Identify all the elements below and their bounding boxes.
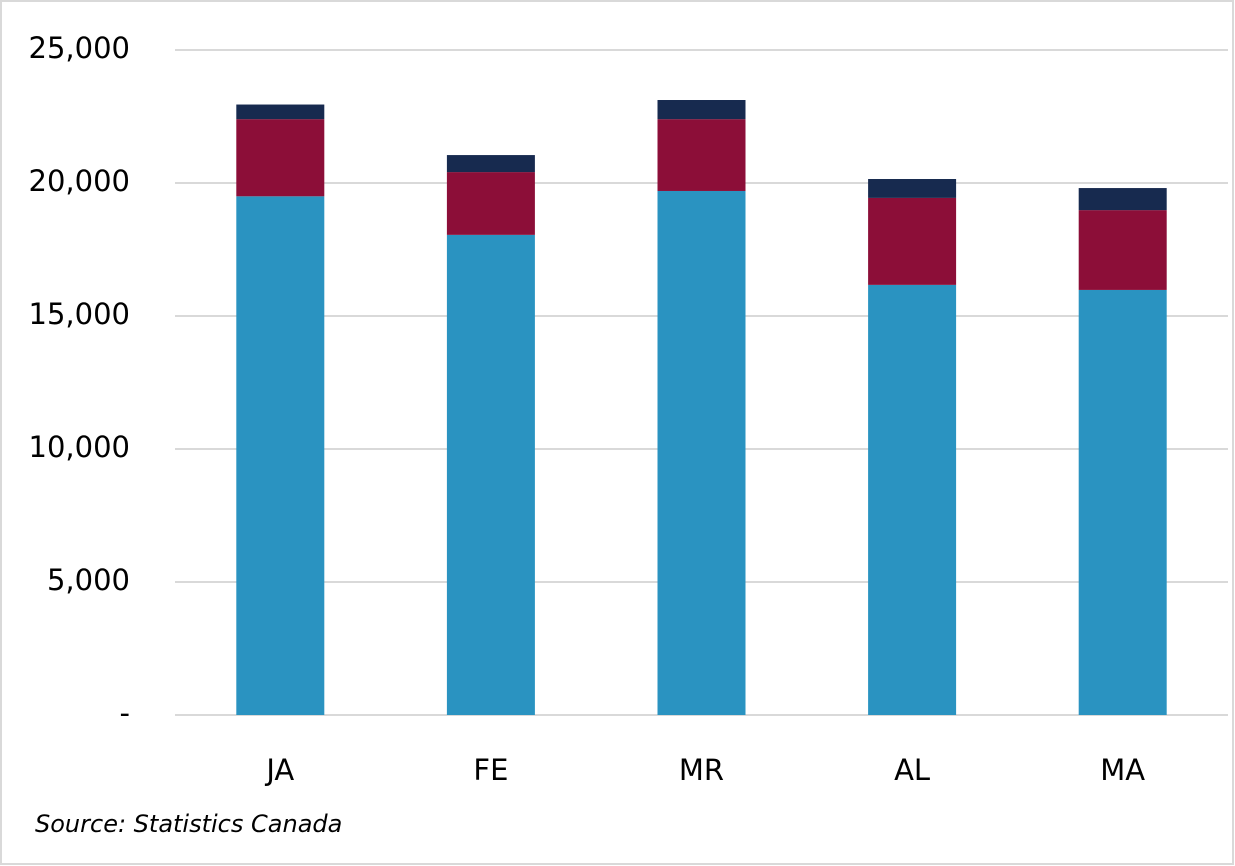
x-tick-label: AL xyxy=(894,753,930,787)
bar-segment xyxy=(868,179,957,198)
y-tick-label: 10,000 xyxy=(29,430,130,464)
x-tick-label: MA xyxy=(1100,753,1145,787)
bar-segment xyxy=(1078,188,1167,211)
y-tick-label: 25,000 xyxy=(29,31,130,65)
y-tick-label: 20,000 xyxy=(29,164,130,198)
x-tick-label: MR xyxy=(679,753,724,787)
bar-segment xyxy=(657,100,746,120)
x-tick-label: JA xyxy=(264,753,294,787)
bar-segment xyxy=(868,284,957,715)
bar-segment xyxy=(657,119,746,191)
bar-segment xyxy=(868,197,957,285)
bar-segment xyxy=(446,155,535,173)
bar-segment xyxy=(657,190,746,716)
bar-segment xyxy=(236,119,325,197)
bar-segment xyxy=(236,104,325,120)
x-tick-label: FE xyxy=(473,753,508,787)
bar-segment xyxy=(446,172,535,235)
y-tick-label: 5,000 xyxy=(47,563,130,597)
bar-segment xyxy=(446,234,535,715)
bar-segment xyxy=(1078,210,1167,290)
bar-segment xyxy=(1078,289,1167,715)
y-tick-label: - xyxy=(120,696,130,730)
y-tick-label: 15,000 xyxy=(29,297,130,331)
bar-segment xyxy=(236,196,325,716)
source-note: Source: Statistics Canada xyxy=(35,810,342,838)
